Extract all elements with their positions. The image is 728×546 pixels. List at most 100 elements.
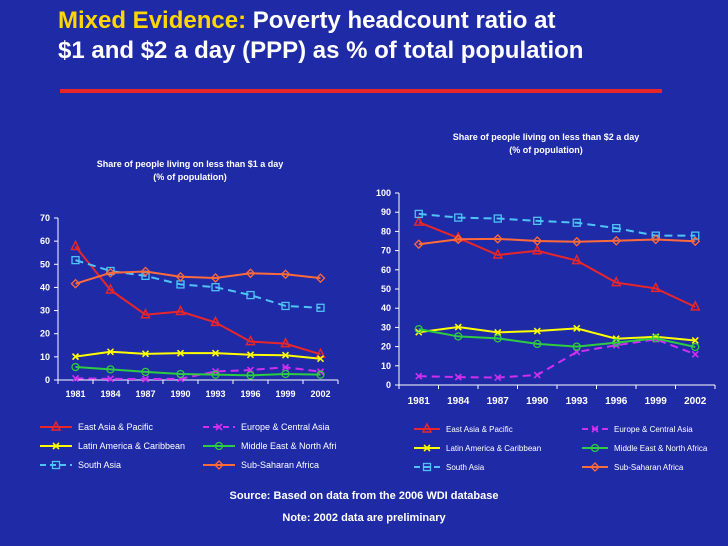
chart2-data-point — [493, 214, 502, 223]
chart1-data-point — [71, 362, 80, 372]
chart1-data-point — [280, 336, 291, 348]
chart2-data-point — [492, 233, 503, 244]
chart2-legend-label: South Asia — [446, 463, 485, 472]
chart2-data-point — [414, 209, 423, 219]
chart1-legend-marker — [214, 441, 224, 451]
chart1-data-point — [245, 268, 256, 279]
chart1-series-line — [74, 245, 321, 356]
chart1-y-tick-label: 70 — [40, 213, 50, 223]
chart2-legend-marker — [422, 462, 432, 472]
chart2-data-point — [533, 371, 541, 379]
chart2-data-point — [533, 339, 542, 349]
chart2-series-1 — [415, 335, 699, 382]
chart2-y-tick-label: 10 — [381, 361, 391, 371]
chart2-subtitle: (% of population) — [509, 145, 582, 155]
chart2-data-point — [533, 327, 541, 335]
chart1-data-point — [280, 269, 291, 280]
chart1-legend-label: South Asia — [78, 460, 121, 470]
chart2-data-point — [611, 275, 622, 287]
chart2-data-point — [532, 244, 543, 255]
chart2-data-point — [691, 342, 700, 352]
chart1-series-2 — [71, 348, 325, 363]
chart2-data-point — [532, 236, 543, 246]
preliminary-note: Note: 2002 data are preliminary — [282, 512, 446, 524]
chart2-x-tick-label: 2002 — [684, 396, 707, 407]
chart2-legend-label: East Asia & Pacific — [446, 425, 513, 434]
chart2-series-line — [418, 237, 696, 246]
chart2-data-point — [573, 324, 581, 332]
chart2-data-point — [691, 231, 700, 240]
chart2-data-point — [454, 213, 463, 222]
chart2-x-tick-label: 1999 — [645, 396, 668, 407]
chart2-y-tick-label: 80 — [381, 226, 391, 236]
chart2-data-point — [415, 372, 423, 380]
chart2-x-tick-label: 1981 — [408, 396, 431, 407]
chart2-series-4 — [414, 209, 700, 240]
chart1-data-point — [141, 350, 150, 358]
chart1-data-point — [105, 267, 116, 278]
chart2-data-point — [572, 342, 581, 351]
chart2-data-point — [611, 235, 622, 246]
chart2-x-tick-label: 1987 — [487, 396, 510, 407]
chart1-y-tick-label: 10 — [40, 352, 50, 362]
chart2-series-3 — [414, 324, 700, 352]
chart1-data-point — [176, 349, 185, 357]
chart1-data-point — [70, 278, 81, 289]
source-note: Source: Based on data from the 2006 WDI … — [229, 490, 499, 502]
chart1-title: Share of people living on less than $1 a… — [97, 159, 284, 169]
chart1-x-tick-label: 1984 — [100, 389, 120, 399]
chart2-data-point — [453, 234, 464, 245]
chart2-data-point — [493, 334, 502, 343]
chart1-y-tick-label: 20 — [40, 329, 50, 339]
chart2-data-point — [533, 216, 542, 225]
chart1-data-point — [141, 367, 150, 377]
chart1-data-point — [210, 273, 221, 283]
chart2-data-point — [650, 281, 661, 293]
chart2-data-point — [571, 253, 582, 265]
chart1-data-point — [315, 273, 326, 284]
slide-title: Mixed Evidence: Poverty headcount ratio … — [58, 6, 708, 66]
chart1-series-line — [75, 350, 321, 360]
chart2-data-point — [413, 239, 424, 250]
chart2-data-point — [612, 338, 621, 347]
chart1-data-point — [175, 304, 186, 316]
chart2-y-tick-label: 40 — [381, 303, 391, 313]
chart2-data-point — [612, 223, 621, 233]
chart2-y-tick-label: 100 — [376, 188, 391, 198]
chart1-series-line — [75, 366, 321, 377]
chart1-data-point — [316, 355, 325, 363]
chart1-x-tick-label: 1996 — [240, 389, 260, 399]
chart1-y-tick-label: 0 — [45, 375, 50, 385]
chart2-data-point — [413, 215, 424, 226]
chart1-x-tick-label: 1993 — [205, 389, 225, 399]
title-rule — [60, 89, 662, 93]
chart1-data-point — [106, 365, 115, 374]
chart1-data-point — [71, 255, 80, 265]
chart1-data-point — [316, 370, 325, 379]
chart2-legend-marker — [590, 443, 600, 453]
chart2-legend-marker — [590, 462, 600, 472]
title-line-1-rest: Poverty headcount ratio at — [252, 7, 556, 34]
chart2-data-point — [454, 332, 463, 341]
chart2-y-tick-label: 0 — [386, 380, 391, 390]
chart1-data-point — [211, 370, 220, 379]
chart2-legend-marker — [423, 444, 431, 452]
chart1-subtitle: (% of population) — [153, 172, 226, 182]
chart1-data-point — [106, 375, 115, 383]
chart2-y-tick-label: 60 — [381, 265, 391, 275]
chart1-x-tick-label: 1981 — [65, 389, 85, 399]
chart2-y-tick-label: 30 — [381, 322, 391, 332]
chart1-data-point — [141, 375, 150, 383]
chart1-data-point — [140, 266, 151, 277]
chart2-data-point — [494, 373, 502, 382]
chart2-legend-label: Europe & Central Asia — [614, 425, 693, 434]
chart2-data-point — [494, 328, 502, 336]
chart2-data-point — [690, 300, 701, 311]
chart2-series-line — [418, 326, 696, 342]
chart1-y-tick-label: 60 — [40, 236, 50, 246]
chart2-legend-marker — [591, 425, 599, 433]
chart1-data-point — [246, 351, 255, 359]
chart1-data-point — [281, 351, 290, 359]
